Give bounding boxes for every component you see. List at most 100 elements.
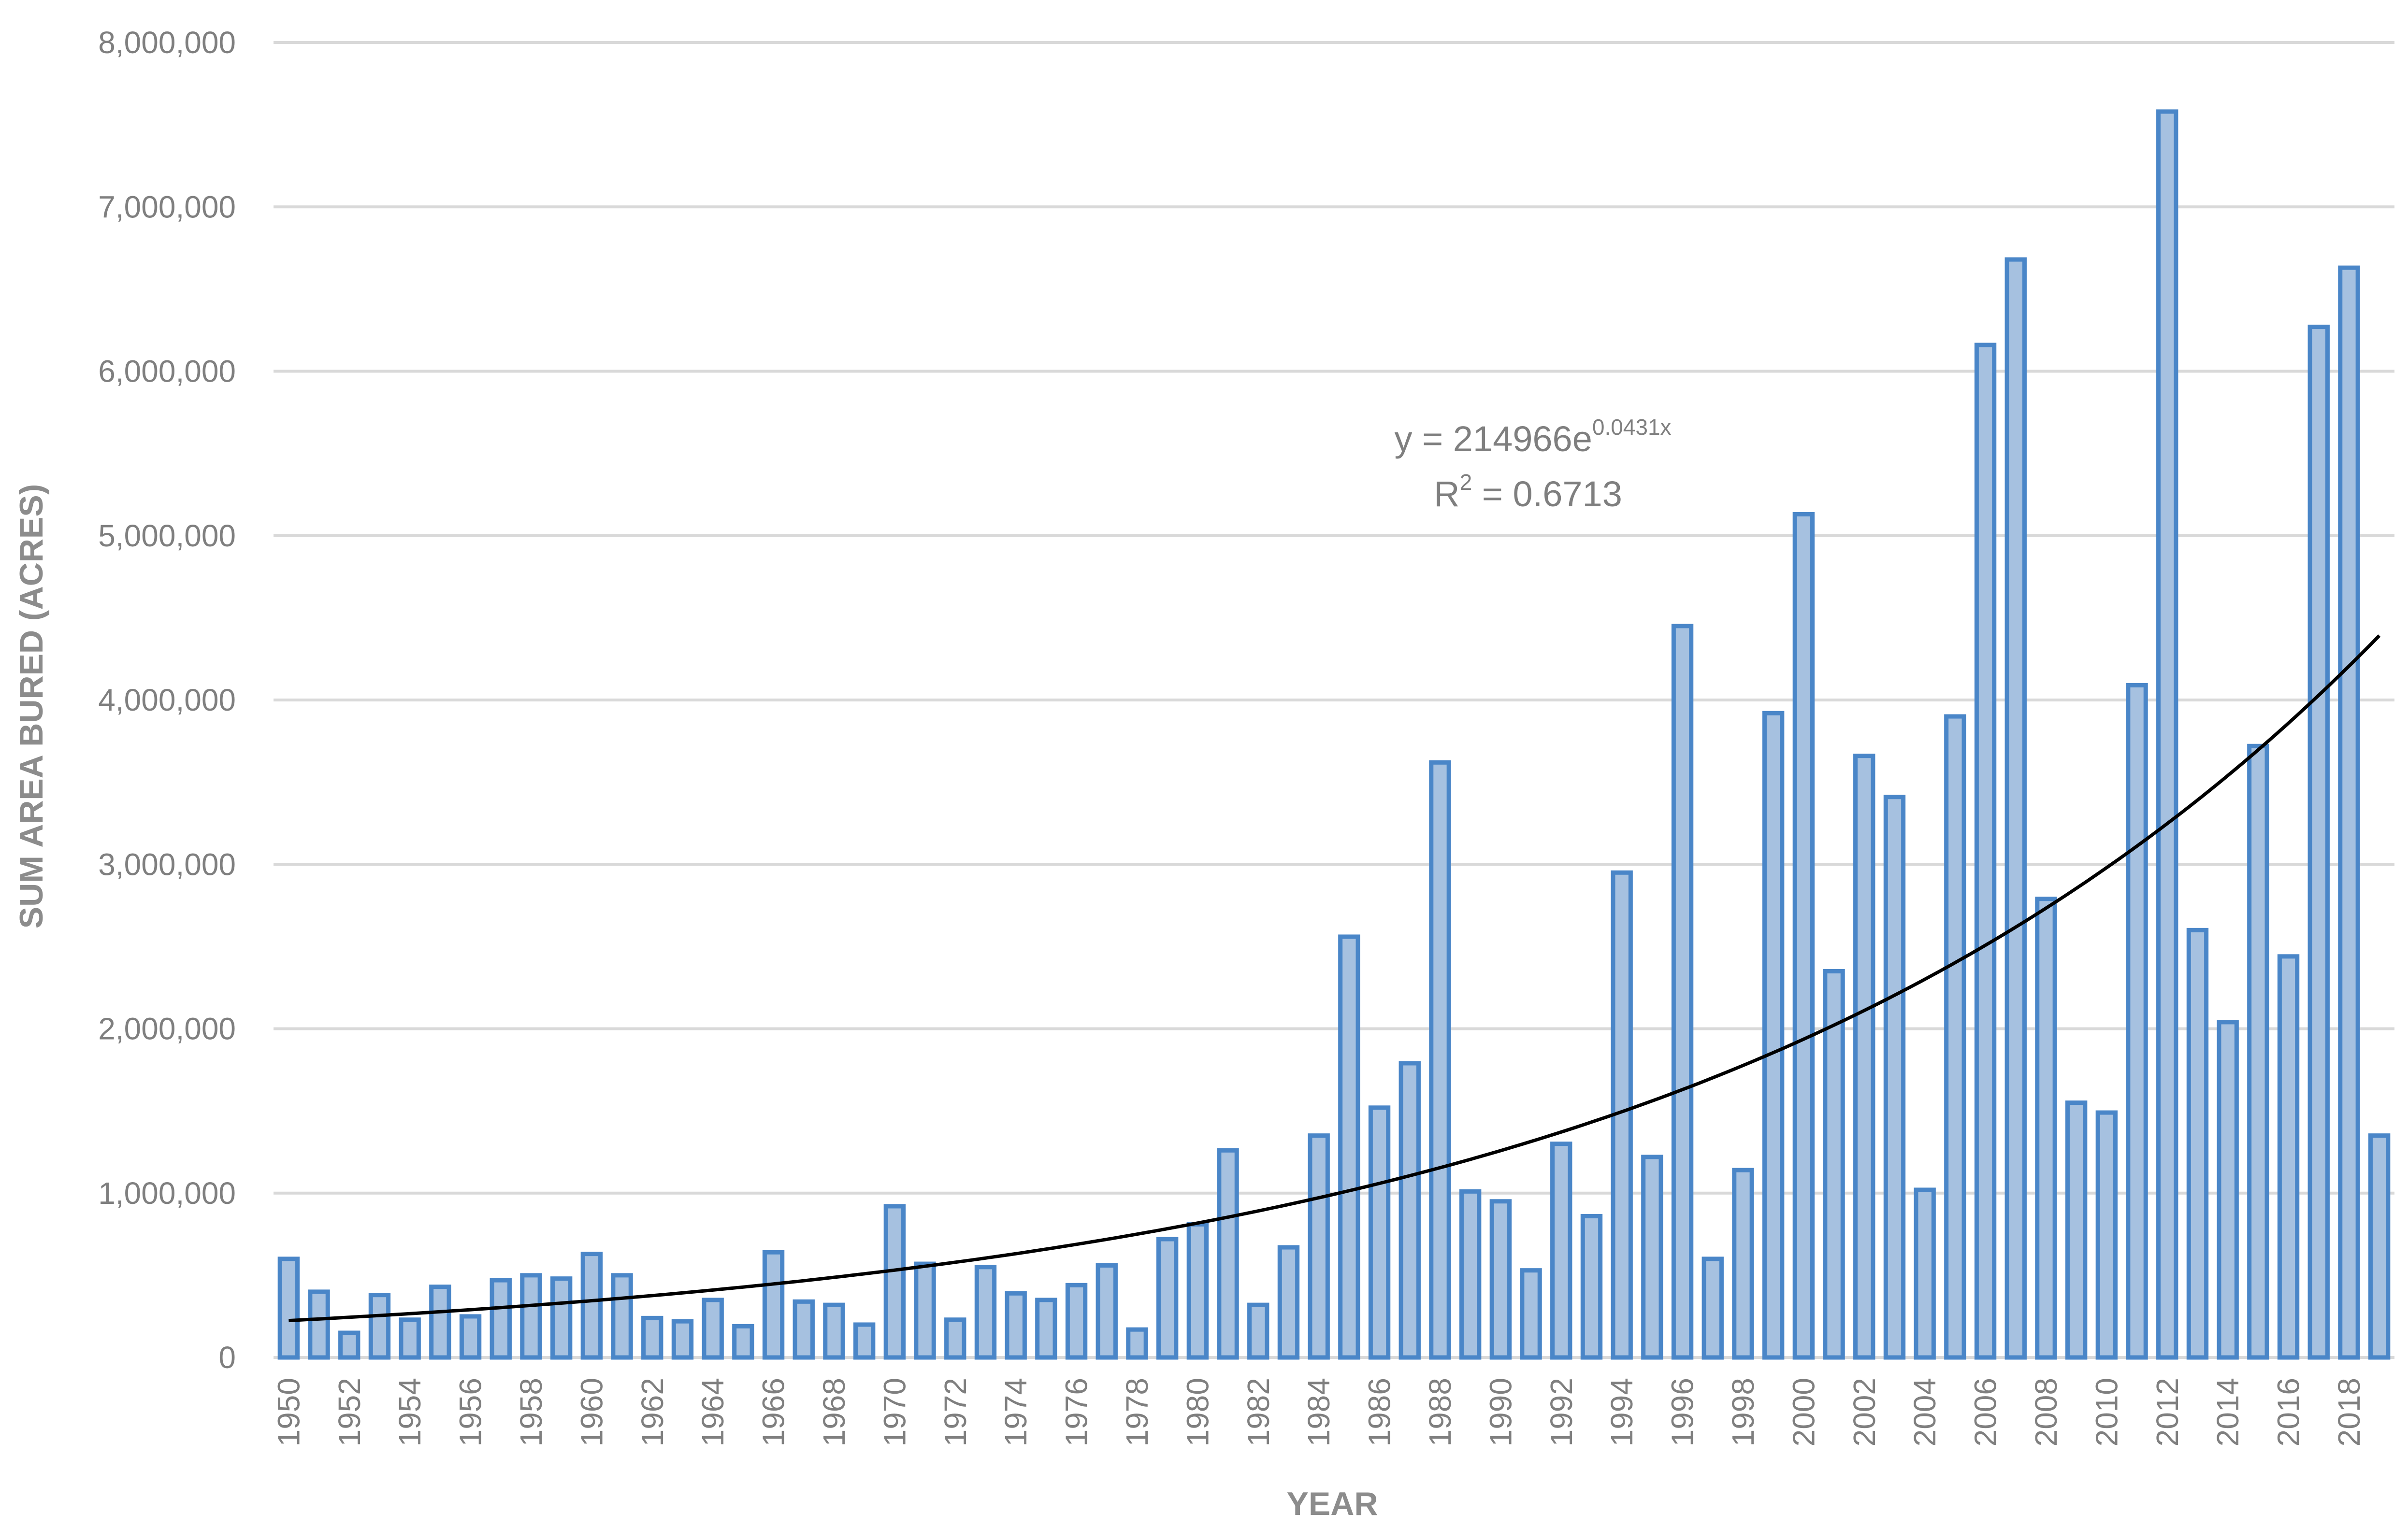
x-tick-label: 1958 <box>514 1378 548 1446</box>
bar-1980 <box>1186 1222 1209 1360</box>
y-axis-title: SUM AREA BURED (ACRES) <box>13 484 50 929</box>
x-tick-label: 2008 <box>2029 1378 2063 1446</box>
x-tick-label: 2016 <box>2271 1378 2306 1446</box>
x-tick-label: 1964 <box>695 1378 730 1446</box>
bar-1982 <box>1247 1302 1269 1360</box>
bar-1960 <box>580 1252 603 1360</box>
bar-1974 <box>1005 1291 1027 1360</box>
bar-1958 <box>520 1273 542 1360</box>
bar-1981 <box>1217 1148 1239 1360</box>
x-tick-label: 1950 <box>271 1378 306 1446</box>
x-tick-label: 1982 <box>1241 1378 1276 1446</box>
bar-2013 <box>2186 928 2209 1360</box>
bar-2012 <box>2156 109 2178 1360</box>
bar-1953 <box>368 1293 391 1360</box>
bar-1961 <box>611 1273 633 1360</box>
bar-1999 <box>1762 711 1785 1360</box>
y-tick-label: 0 <box>218 1340 236 1375</box>
x-tick-label: 1966 <box>756 1378 791 1446</box>
r-squared-value: = 0.6713 <box>1472 474 1622 514</box>
trendline-equation: y = 214966e0.0431x <box>1394 414 1671 459</box>
bar-1998 <box>1732 1168 1754 1360</box>
x-tick-label: 1984 <box>1301 1378 1336 1446</box>
bar-2002 <box>1853 754 1875 1360</box>
y-tick-label: 2,000,000 <box>98 1012 236 1046</box>
bar-1983 <box>1277 1245 1300 1360</box>
bar-1954 <box>399 1317 421 1360</box>
x-tick-label: 1976 <box>1059 1378 1094 1446</box>
y-axis-ticks: 0 1,000,000 2,000,000 3,000,000 4,000,000 5,0… <box>98 25 236 1375</box>
r-squared-exponent: 2 <box>1460 470 1472 495</box>
bar-2016 <box>2277 954 2300 1360</box>
x-axis-title: YEAR <box>1287 1485 1378 1522</box>
x-tick-label: 2018 <box>2332 1378 2366 1446</box>
bar-1970 <box>883 1204 906 1360</box>
bar-1977 <box>1096 1263 1118 1360</box>
bar-1950 <box>277 1257 300 1360</box>
x-tick-label: 1988 <box>1423 1378 1457 1446</box>
trendline <box>288 634 2381 1323</box>
x-tick-label: 1986 <box>1362 1378 1397 1446</box>
y-tick-label: 7,000,000 <box>98 189 236 224</box>
bar-1975 <box>1035 1298 1057 1360</box>
bar-2005 <box>1944 714 1966 1360</box>
bar-2009 <box>2065 1100 2088 1360</box>
x-tick-label: 2004 <box>1907 1378 1942 1446</box>
x-tick-label: 1990 <box>1483 1378 1518 1446</box>
bar-2007 <box>2004 257 2027 1360</box>
y-tick-label: 1,000,000 <box>98 1176 236 1211</box>
bar-1989 <box>1459 1189 1482 1360</box>
bar-1959 <box>550 1276 573 1360</box>
trendline-layer <box>288 634 2381 1323</box>
bar-2017 <box>2307 325 2330 1360</box>
bar-1956 <box>459 1314 482 1360</box>
bar-2004 <box>1914 1187 1936 1360</box>
x-tick-label: 1970 <box>877 1378 912 1446</box>
y-tick-label: 4,000,000 <box>98 683 236 717</box>
x-tick-label: 2012 <box>2150 1378 2185 1446</box>
bar-1976 <box>1065 1283 1088 1360</box>
x-tick-label: 2000 <box>1786 1378 1821 1446</box>
bar-1971 <box>914 1261 936 1360</box>
trendline-equation-base: y = 214966e <box>1394 419 1592 459</box>
x-tick-label: 1978 <box>1120 1378 1154 1446</box>
x-tick-label: 1994 <box>1604 1378 1639 1446</box>
bar-1990 <box>1489 1199 1512 1360</box>
bar-1952 <box>338 1330 360 1360</box>
bar-1955 <box>429 1285 451 1360</box>
bar-2014 <box>2217 1020 2239 1360</box>
bar-2006 <box>1974 343 1997 1360</box>
bar-2015 <box>2247 743 2269 1360</box>
x-tick-label: 2014 <box>2210 1378 2245 1446</box>
x-tick-label: 1952 <box>332 1378 367 1446</box>
x-tick-label: 2002 <box>1847 1378 1882 1446</box>
bar-1962 <box>641 1315 663 1360</box>
x-tick-label: 1968 <box>817 1378 851 1446</box>
x-tick-label: 1960 <box>574 1378 609 1446</box>
y-tick-label: 6,000,000 <box>98 354 236 389</box>
bars <box>277 109 2391 1360</box>
bar-1987 <box>1399 1061 1421 1360</box>
x-axis-ticks: 1950 1952 1954 1956 1958 1960 1962 1964 1966 1968… <box>271 1378 2366 1446</box>
bar-1978 <box>1126 1327 1148 1360</box>
bar-2003 <box>1883 795 1906 1360</box>
bar-1968 <box>823 1302 845 1360</box>
x-tick-label: 1996 <box>1665 1378 1700 1446</box>
x-tick-label: 1980 <box>1180 1378 1215 1446</box>
bar-1979 <box>1156 1237 1179 1360</box>
bar-1957 <box>490 1278 512 1360</box>
x-tick-label: 1972 <box>938 1378 973 1446</box>
bar-1973 <box>974 1265 997 1360</box>
y-tick-label: 5,000,000 <box>98 518 236 553</box>
bar-2001 <box>1823 969 1845 1360</box>
x-tick-label: 1974 <box>998 1378 1033 1446</box>
x-tick-label: 1954 <box>392 1378 427 1446</box>
bar-1995 <box>1641 1155 1663 1360</box>
bar-1991 <box>1520 1268 1542 1360</box>
bar-1964 <box>702 1298 724 1360</box>
bar-1965 <box>732 1324 754 1360</box>
bar-1986 <box>1368 1105 1391 1360</box>
bar-1985 <box>1338 934 1360 1360</box>
